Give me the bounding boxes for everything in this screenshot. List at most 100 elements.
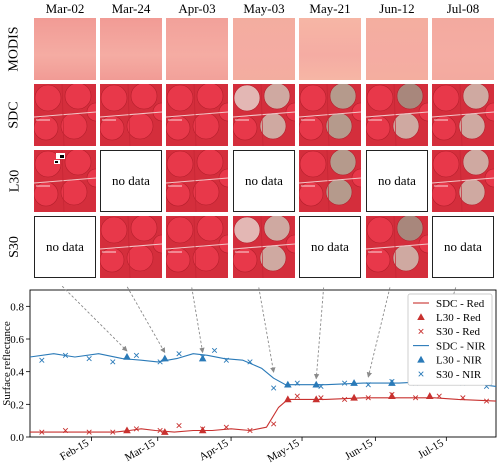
sdc-image-tile xyxy=(233,84,295,146)
legend: SDC - Red L30 - Red S30 - Red SDC - NIR L30 … xyxy=(407,293,493,386)
no-data-tile: no data xyxy=(34,216,96,278)
l30-image-tile xyxy=(299,150,361,212)
s30-point xyxy=(157,359,163,365)
s30-image-tile xyxy=(366,216,428,278)
x-tick-label: Jun-15 xyxy=(343,437,375,463)
s30-point xyxy=(157,427,163,434)
row-label: MODIS xyxy=(0,18,30,80)
modis-image-tile xyxy=(432,18,494,80)
column-label: May-21 xyxy=(309,1,351,16)
s30-point xyxy=(247,427,253,434)
x-tick-label: Jul-15 xyxy=(416,437,446,461)
y-tick-label: 0.8 xyxy=(10,301,24,313)
legend-box xyxy=(407,293,493,386)
row-label-text: MODIS xyxy=(7,26,22,72)
sdc-image-tile xyxy=(34,84,96,146)
s30-point xyxy=(318,383,324,389)
modis-image-tile xyxy=(100,18,162,80)
s30-point xyxy=(460,395,466,401)
no-data-label: no data xyxy=(311,239,349,254)
legend-symbol xyxy=(417,355,425,363)
annotation-arrow xyxy=(61,286,128,352)
legend-label: S30 - Red xyxy=(436,326,481,338)
s30-point xyxy=(176,351,182,357)
s30-point xyxy=(294,393,300,399)
s30-point xyxy=(223,357,229,363)
legend-label: SDC - NIR xyxy=(436,340,486,352)
s30-point xyxy=(389,378,395,385)
s30-image-tile xyxy=(233,216,295,278)
s30-point xyxy=(62,427,69,434)
row-label: SDC xyxy=(0,84,30,146)
s30-point xyxy=(271,385,277,391)
sdc-image-tile xyxy=(166,84,228,146)
s30-point xyxy=(110,429,116,435)
s30-point xyxy=(341,396,348,403)
sdc-image-tile xyxy=(432,84,494,146)
s30-point xyxy=(341,380,348,386)
column-label: Jul-08 xyxy=(446,1,480,16)
modis-image xyxy=(166,18,228,80)
annotation-arrow xyxy=(126,286,166,354)
satellite-image xyxy=(166,84,228,146)
legend-symbol xyxy=(418,371,424,377)
s30-point xyxy=(200,354,206,360)
row-label-text: SDC xyxy=(6,101,22,129)
row-label-text: L30 xyxy=(7,169,22,193)
modis-image-tile xyxy=(233,18,295,80)
satellite-image xyxy=(100,216,162,278)
s30-point xyxy=(247,359,253,365)
l30-point xyxy=(388,379,396,386)
sdc-image-tile xyxy=(100,84,162,146)
satellite-image xyxy=(432,84,494,146)
column-label: Apr-03 xyxy=(178,1,216,16)
legend-symbol xyxy=(418,328,424,335)
satellite-image xyxy=(366,216,428,278)
annotation-arrow xyxy=(313,286,325,380)
s30-image-tile xyxy=(166,216,228,278)
l30-point xyxy=(350,393,358,401)
l30-image-tile xyxy=(34,150,96,212)
l30-point xyxy=(312,380,321,388)
s30-point xyxy=(389,391,395,398)
satellite-image xyxy=(299,84,361,146)
modis-image-tile xyxy=(366,18,428,80)
satellite-image xyxy=(166,150,228,212)
satellite-image xyxy=(34,150,96,212)
s30-point xyxy=(110,359,116,365)
s30-point xyxy=(133,352,140,358)
l30-image-tile xyxy=(166,150,228,212)
row-label: L30 xyxy=(0,150,30,212)
modis-image xyxy=(299,18,361,80)
s30-point xyxy=(365,382,371,388)
legend-label: SDC - Red xyxy=(436,298,485,310)
l30-point xyxy=(312,395,321,403)
l30-point xyxy=(198,426,207,434)
modis-image-tile xyxy=(34,18,96,80)
s30-point xyxy=(133,426,140,432)
satellite-image xyxy=(166,216,228,278)
s30-point xyxy=(365,395,371,401)
s30-point xyxy=(200,426,206,432)
reflectance-chart: 0.0 0.2 0.4 0.6 0.8 Feb-15 Mar-15 Apr-15 May-15 J… xyxy=(1,286,497,465)
no-data-label: no data xyxy=(444,239,482,254)
annotation-arrow xyxy=(258,286,276,373)
l30-point xyxy=(123,426,131,434)
series-line xyxy=(29,353,497,387)
l30-point xyxy=(388,392,396,399)
column-label: Mar-02 xyxy=(45,1,85,16)
no-data-label: no data xyxy=(112,173,150,188)
y-tick-label: 0.2 xyxy=(10,399,24,411)
no-data-label: no data xyxy=(245,173,283,188)
x-tick-label: Feb-15 xyxy=(58,437,91,463)
l30-point xyxy=(161,354,169,362)
y-tick-label: 0.6 xyxy=(10,334,24,346)
modis-image-tile xyxy=(299,18,361,80)
s30-point xyxy=(223,424,229,430)
series-line xyxy=(30,397,497,433)
l30-image-tile xyxy=(432,150,494,212)
modis-image-tile xyxy=(166,18,228,80)
s30-point xyxy=(483,398,490,404)
legend-label: S30 - NIR xyxy=(436,369,482,381)
